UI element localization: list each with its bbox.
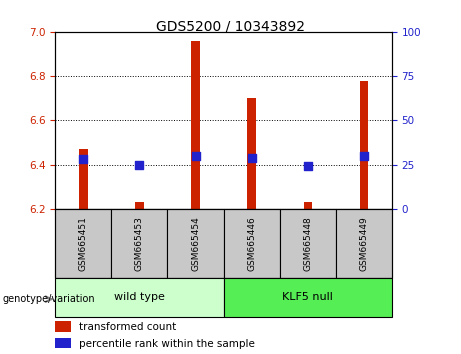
Text: GSM665449: GSM665449 [359,216,368,271]
Bar [191,41,200,209]
Bar [55,338,71,348]
Point [304,164,312,169]
Text: percentile rank within the sample: percentile rank within the sample [79,338,255,349]
Text: GSM665446: GSM665446 [247,216,256,271]
Point [80,156,87,162]
Text: GSM665451: GSM665451 [79,216,88,271]
Bar [360,80,368,209]
Bar [135,202,144,209]
Bar [79,149,88,209]
Point [360,153,367,159]
Bar [303,202,312,209]
Bar [280,209,336,278]
Text: transformed count: transformed count [79,322,176,332]
Text: GSM665448: GSM665448 [303,216,312,271]
Text: KLF5 null: KLF5 null [282,292,333,302]
Text: GSM665453: GSM665453 [135,216,144,271]
Bar [55,321,71,332]
Bar [112,209,167,278]
Bar [336,209,392,278]
Text: GDS5200 / 10343892: GDS5200 / 10343892 [156,19,305,34]
Text: genotype/variation: genotype/variation [2,294,95,304]
Text: GSM665454: GSM665454 [191,216,200,271]
Bar [167,209,224,278]
Point [248,155,255,160]
Bar [224,278,392,317]
Bar [55,278,224,317]
Point [192,153,199,159]
Bar [55,209,112,278]
Bar [248,98,256,209]
Text: wild type: wild type [114,292,165,302]
Point [136,162,143,167]
Bar [224,209,280,278]
